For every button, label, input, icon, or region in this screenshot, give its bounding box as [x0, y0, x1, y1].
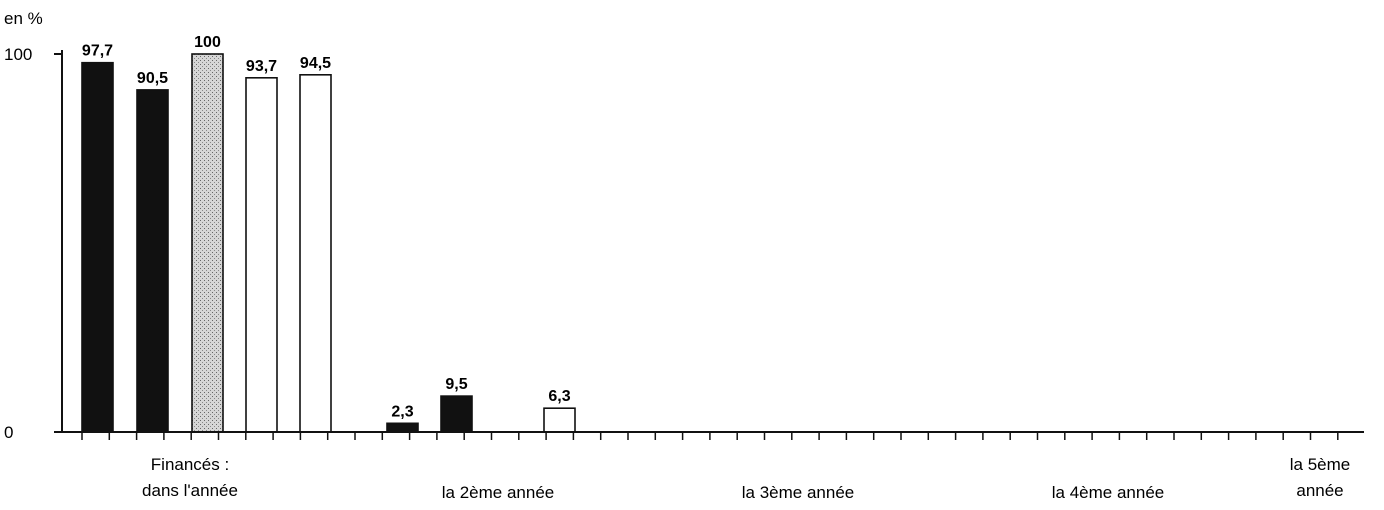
data-label: 100 — [194, 34, 221, 51]
category-label: la 5ème — [1290, 455, 1350, 474]
category-label: dans l'année — [142, 481, 238, 500]
data-label: 94,5 — [300, 55, 331, 72]
bar — [440, 395, 473, 433]
category-label: la 4ème année — [1052, 483, 1164, 502]
data-label: 93,7 — [246, 58, 277, 75]
y-tick-label-100: 100 — [4, 45, 32, 64]
data-label: 9,5 — [445, 376, 467, 393]
category-label: la 3ème année — [742, 483, 854, 502]
data-label: 90,5 — [137, 70, 168, 87]
bar — [543, 407, 576, 433]
y-tick-label-0: 0 — [4, 423, 13, 442]
bar — [136, 89, 169, 433]
category-label: Financés : — [151, 455, 229, 474]
bar — [81, 61, 114, 433]
bar — [386, 422, 419, 433]
category-label: année — [1296, 481, 1343, 500]
data-label: 6,3 — [548, 388, 570, 405]
bar — [191, 53, 224, 433]
category-label: la 2ème année — [442, 483, 554, 502]
data-label: 97,7 — [82, 43, 113, 60]
data-label: 2,3 — [391, 403, 413, 420]
bar — [299, 74, 332, 433]
bar — [245, 77, 278, 433]
y-axis-label: en % — [4, 9, 43, 28]
